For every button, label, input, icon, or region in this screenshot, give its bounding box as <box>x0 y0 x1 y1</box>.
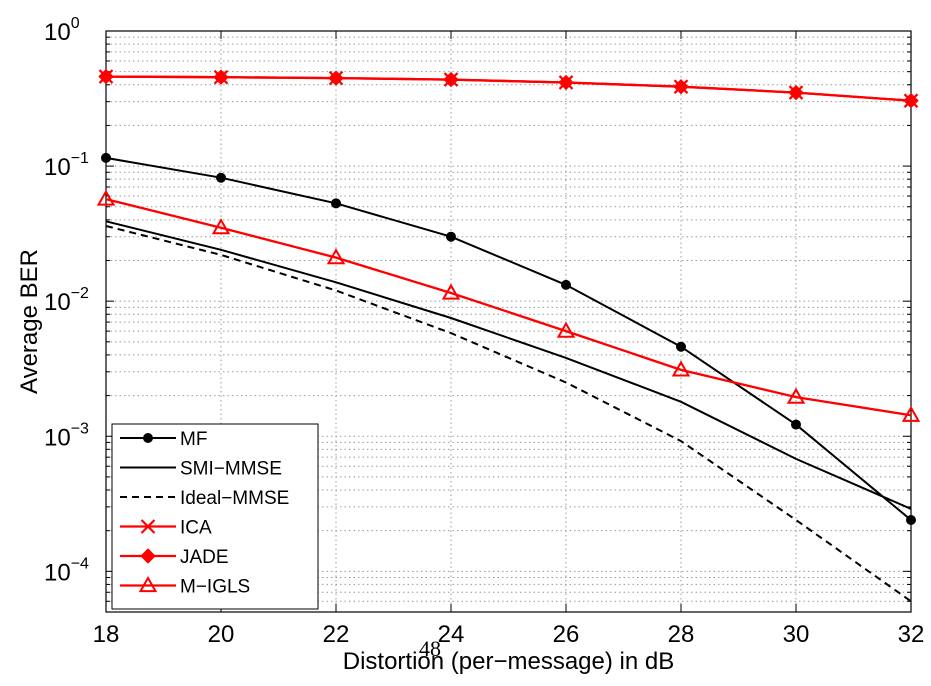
page-number: 48 <box>419 636 441 661</box>
series-line-jade <box>105 75 912 102</box>
y-axis-title: Average BER <box>16 249 43 394</box>
legend-label: JADE <box>180 547 229 568</box>
series-line-m-igls <box>105 197 912 417</box>
legend-item-mf: MF <box>120 429 207 450</box>
legend-marker <box>140 519 156 534</box>
legend-label: MF <box>180 429 207 450</box>
data-point-m-igls <box>326 248 346 265</box>
legend-item-ideal-mmse: Ideal−MMSE <box>120 488 289 509</box>
legend-item-ica: ICA <box>120 518 212 539</box>
x-tick-label: 28 <box>668 621 695 648</box>
x-tick-label: 32 <box>898 621 925 648</box>
x-tick-label: 24 <box>438 621 465 648</box>
data-point-jade <box>788 84 804 101</box>
legend-label: M−IGLS <box>180 577 250 598</box>
data-point-mf <box>446 231 456 242</box>
series-m-igls <box>96 189 921 422</box>
data-point-m-igls <box>441 283 461 300</box>
data-point-m-igls <box>901 405 921 422</box>
series-line-mf <box>105 156 912 521</box>
x-axis-title: Distortion (per−message) in dB <box>343 648 674 675</box>
series-ideal-mmse <box>105 225 912 603</box>
data-point-jade <box>328 70 344 86</box>
data-point-m-igls <box>211 218 231 235</box>
x-tick-label: 30 <box>783 621 810 648</box>
data-point-jade <box>558 74 574 91</box>
legend-item-jade: JADE <box>120 547 229 568</box>
data-point-jade <box>213 69 229 85</box>
data-point-jade <box>98 68 114 85</box>
data-point-mf <box>906 514 916 525</box>
x-tick-label: 22 <box>323 621 350 648</box>
series-line-ideal-mmse <box>105 225 912 603</box>
data-point-m-igls <box>556 321 576 338</box>
data-point-jade <box>673 78 689 95</box>
series-mf <box>101 152 916 525</box>
legend-item-smi-mmse: SMI−MMSE <box>120 459 282 480</box>
data-point-jade <box>903 92 919 109</box>
y-tick-label: 10−2 <box>44 285 89 316</box>
legend-item-m-igls: M−IGLS <box>120 575 250 598</box>
x-tick-label: 26 <box>553 621 580 648</box>
data-point-mf <box>791 419 801 430</box>
legend: MF SMI−MMSE Ideal−MMSE ICA JADE M−IGLS <box>111 423 319 610</box>
y-tick-label: 10−4 <box>44 555 89 586</box>
data-point-m-igls <box>786 387 806 404</box>
data-point-m-igls <box>671 360 691 377</box>
y-tick-label: 10−1 <box>44 150 89 181</box>
series-line-smi-mmse <box>105 220 912 510</box>
legend-label: Ideal−MMSE <box>180 488 289 509</box>
ticks <box>105 30 912 613</box>
legend-marker <box>143 433 153 443</box>
data-point-mf <box>216 172 226 183</box>
data-point-m-igls <box>96 189 116 206</box>
data-point-jade <box>443 71 459 88</box>
data-point-mf <box>676 341 686 352</box>
x-tick-label: 20 <box>208 621 235 648</box>
legend-label: ICA <box>180 518 212 539</box>
series-jade <box>98 68 919 109</box>
y-tick-label: 100 <box>44 15 80 46</box>
data-point-mf <box>101 152 111 163</box>
legend-box <box>111 423 319 610</box>
series-smi-mmse <box>105 220 912 510</box>
data-point-mf <box>331 198 341 209</box>
legend-marker <box>138 575 158 593</box>
legend-label: SMI−MMSE <box>180 459 282 480</box>
legend-marker <box>140 548 156 564</box>
x-tick-label: 18 <box>93 621 120 648</box>
y-tick-label: 10−3 <box>44 420 89 451</box>
plot-frame <box>105 30 912 613</box>
data-point-mf <box>561 279 571 290</box>
